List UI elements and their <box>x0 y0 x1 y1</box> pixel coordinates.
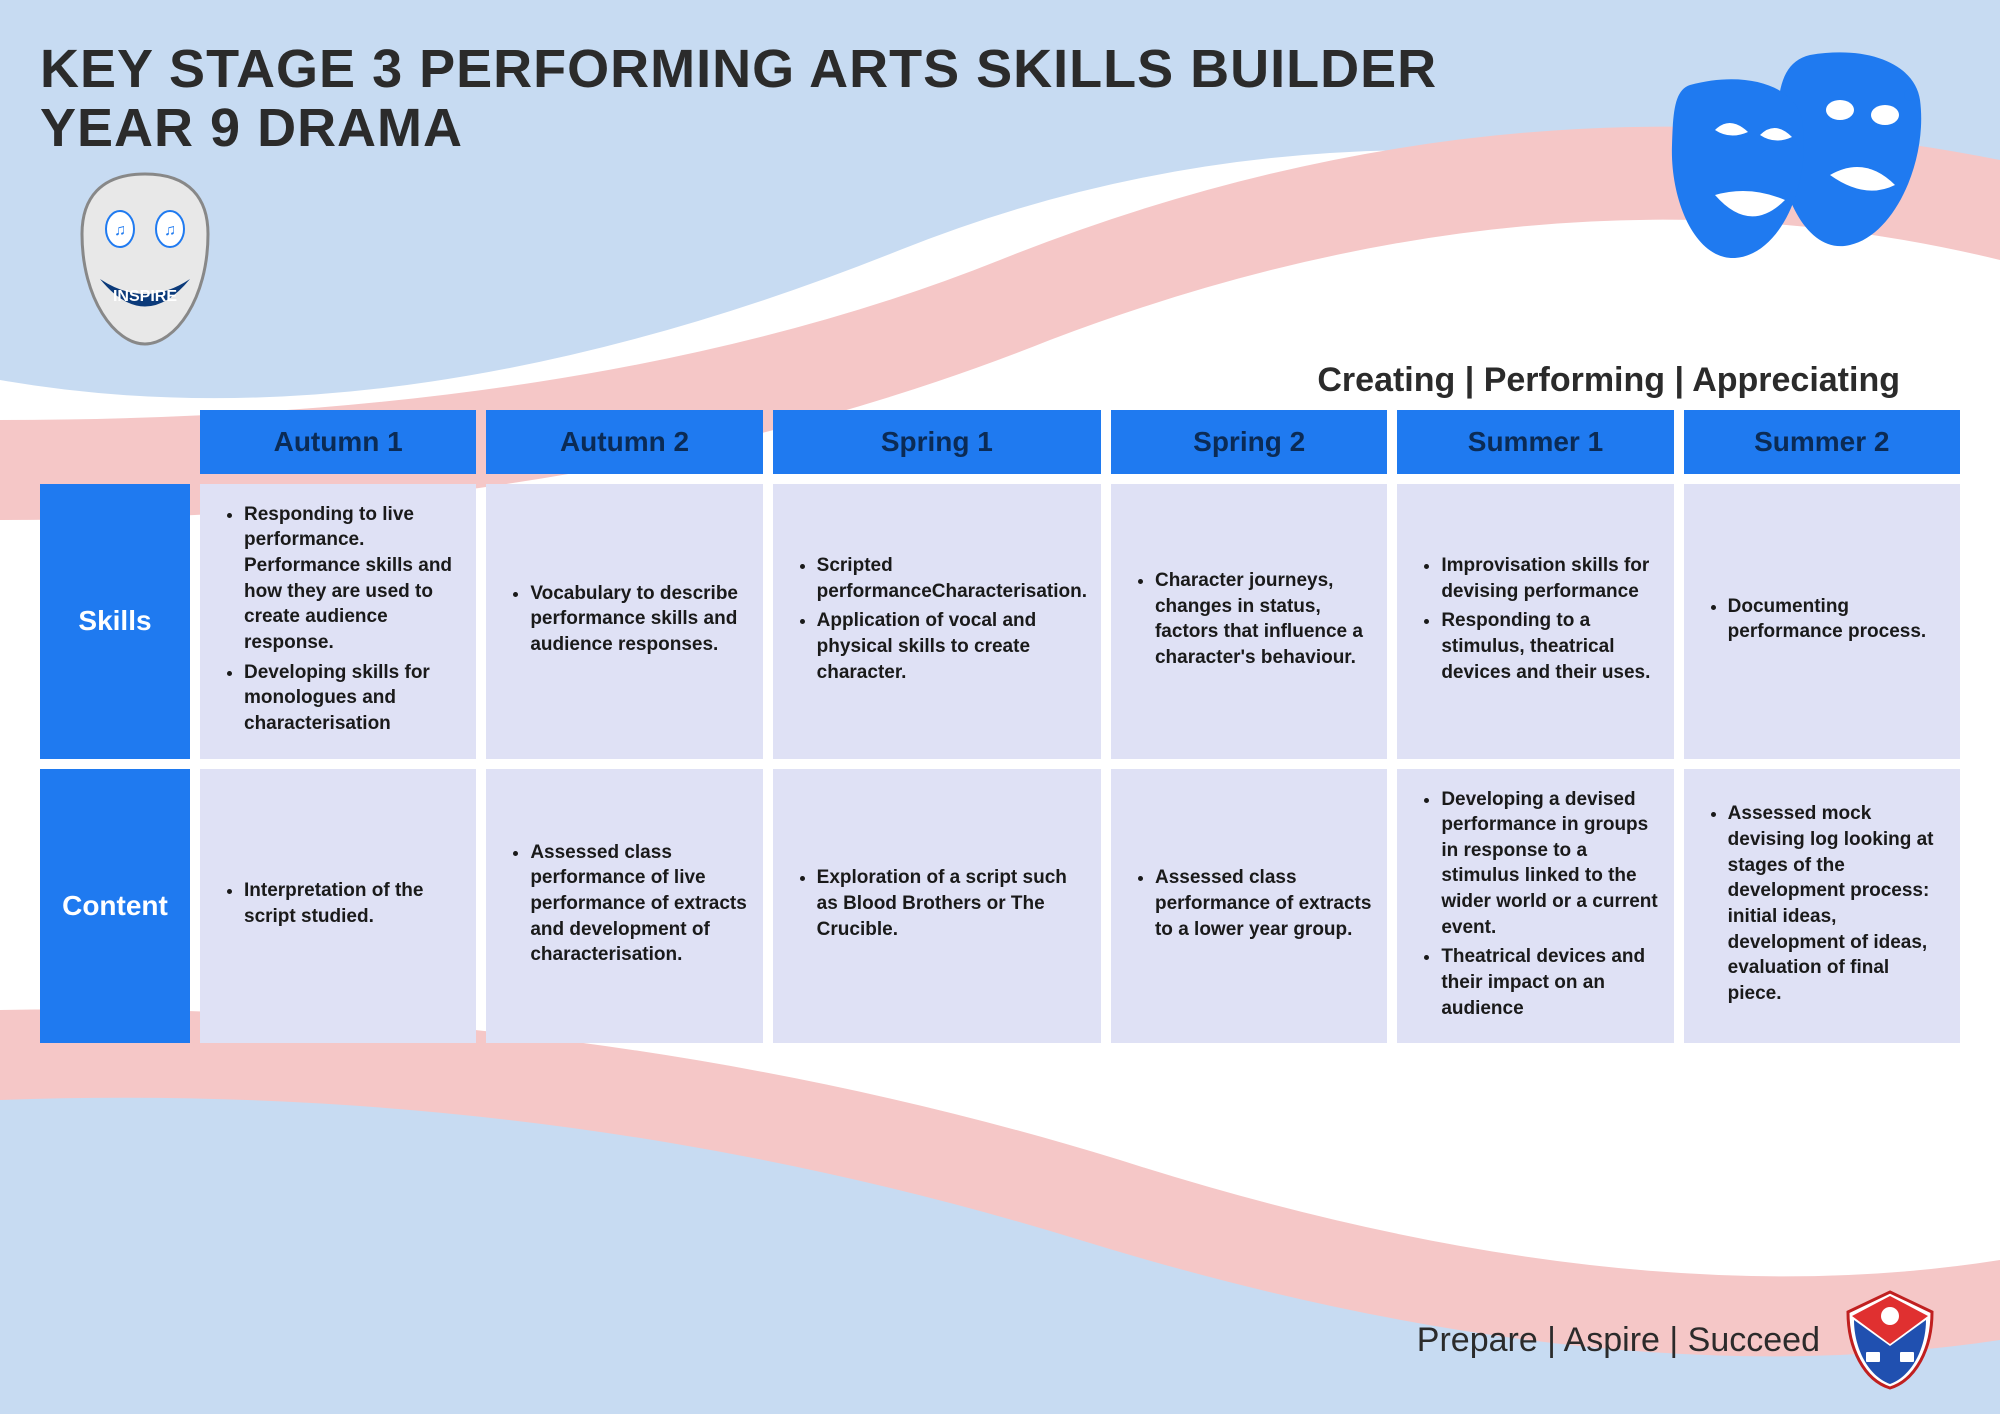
list-item: Responding to live performance. Performa… <box>244 502 462 656</box>
cell-skills-summer2: Documenting performance process. <box>1684 484 1960 759</box>
row-label-content: Content <box>40 769 190 1044</box>
cell-content-summer1: Developing a devised performance in grou… <box>1397 769 1673 1044</box>
row-label-skills: Skills <box>40 484 190 759</box>
inspire-mask-icon: ♫ ♫ INSPIRE <box>70 169 220 349</box>
list-item: Scripted performanceCharacterisation. <box>817 553 1087 604</box>
cell-skills-spring2: Character journeys, changes in status, f… <box>1111 484 1387 759</box>
list-item: Improvisation skills for devising perfor… <box>1441 553 1659 604</box>
footer: Prepare | Aspire | Succeed <box>1417 1290 1940 1390</box>
cell-skills-autumn1: Responding to live performance. Performa… <box>200 484 476 759</box>
term-header-summer1: Summer 1 <box>1397 410 1673 474</box>
cell-content-autumn1: Interpretation of the script studied. <box>200 769 476 1044</box>
cell-content-summer2: Assessed mock devising log looking at st… <box>1684 769 1960 1044</box>
svg-text:INSPIRE: INSPIRE <box>113 288 177 305</box>
list-item: Assessed mock devising log looking at st… <box>1728 801 1946 1006</box>
list-item: Assessed class performance of extracts t… <box>1155 865 1373 942</box>
cell-content-spring2: Assessed class performance of extracts t… <box>1111 769 1387 1044</box>
school-crest-icon <box>1840 1290 1940 1390</box>
subtitle: Creating | Performing | Appreciating <box>40 361 1900 400</box>
footer-text: Prepare | Aspire | Succeed <box>1417 1321 1820 1360</box>
term-header-summer2: Summer 2 <box>1684 410 1960 474</box>
cell-content-autumn2: Assessed class performance of live perfo… <box>486 769 762 1044</box>
svg-text:♫: ♫ <box>114 222 126 239</box>
term-header-autumn1: Autumn 1 <box>200 410 476 474</box>
cell-skills-summer1: Improvisation skills for devising perfor… <box>1397 484 1673 759</box>
list-item: Developing a devised performance in grou… <box>1441 787 1659 941</box>
svg-text:♫: ♫ <box>164 222 176 239</box>
list-item: Theatrical devices and their impact on a… <box>1441 944 1659 1021</box>
list-item: Developing skills for monologues and cha… <box>244 660 462 737</box>
list-item: Vocabulary to describe performance skill… <box>530 581 748 658</box>
list-item: Responding to a stimulus, theatrical dev… <box>1441 608 1659 685</box>
curriculum-grid: Autumn 1 Autumn 2 Spring 1 Spring 2 Summ… <box>40 410 1960 1044</box>
cell-skills-autumn2: Vocabulary to describe performance skill… <box>486 484 762 759</box>
term-header-spring1: Spring 1 <box>773 410 1101 474</box>
term-header-autumn2: Autumn 2 <box>486 410 762 474</box>
cell-content-spring1: Exploration of a script such as Blood Br… <box>773 769 1101 1044</box>
list-item: Interpretation of the script studied. <box>244 878 462 929</box>
term-header-spring2: Spring 2 <box>1111 410 1387 474</box>
list-item: Character journeys, changes in status, f… <box>1155 568 1373 671</box>
list-item: Application of vocal and physical skills… <box>817 608 1087 685</box>
drama-masks-icon <box>1670 40 1930 260</box>
list-item: Assessed class performance of live perfo… <box>530 840 748 968</box>
list-item: Exploration of a script such as Blood Br… <box>817 865 1087 942</box>
list-item: Documenting performance process. <box>1728 594 1946 645</box>
cell-skills-spring1: Scripted performanceCharacterisation.App… <box>773 484 1101 759</box>
grid-corner <box>40 410 190 474</box>
